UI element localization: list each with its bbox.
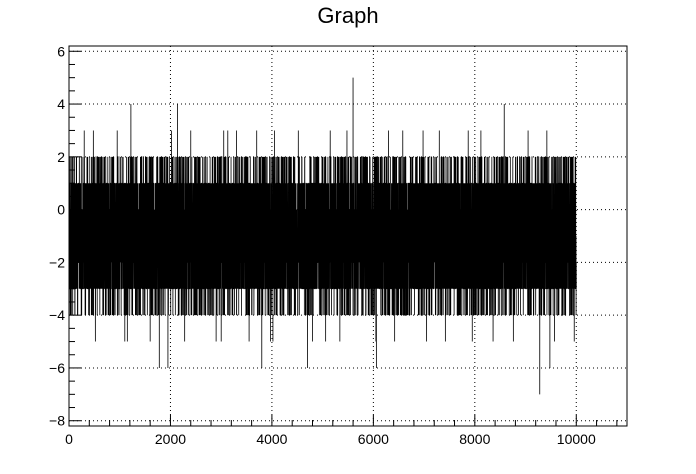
series-line xyxy=(69,78,576,395)
data-series xyxy=(69,78,576,395)
y-tick-label: −2 xyxy=(49,254,65,270)
x-tick-label: 8000 xyxy=(459,431,490,447)
x-tick-label: 4000 xyxy=(256,431,287,447)
y-tick-label: 6 xyxy=(57,43,65,59)
x-tick-label: 2000 xyxy=(155,431,186,447)
chart-title: Graph xyxy=(317,3,378,28)
y-tick-label: −6 xyxy=(49,360,65,376)
y-tick-label: 4 xyxy=(57,96,65,112)
x-tick-label: 0 xyxy=(65,431,73,447)
y-tick-label: 2 xyxy=(57,149,65,165)
y-tick-label: −4 xyxy=(49,307,65,323)
y-tick-label: −8 xyxy=(49,413,65,429)
x-tick-label: 10000 xyxy=(557,431,596,447)
y-tick-label: 0 xyxy=(57,202,65,218)
x-tick-label: 6000 xyxy=(358,431,389,447)
